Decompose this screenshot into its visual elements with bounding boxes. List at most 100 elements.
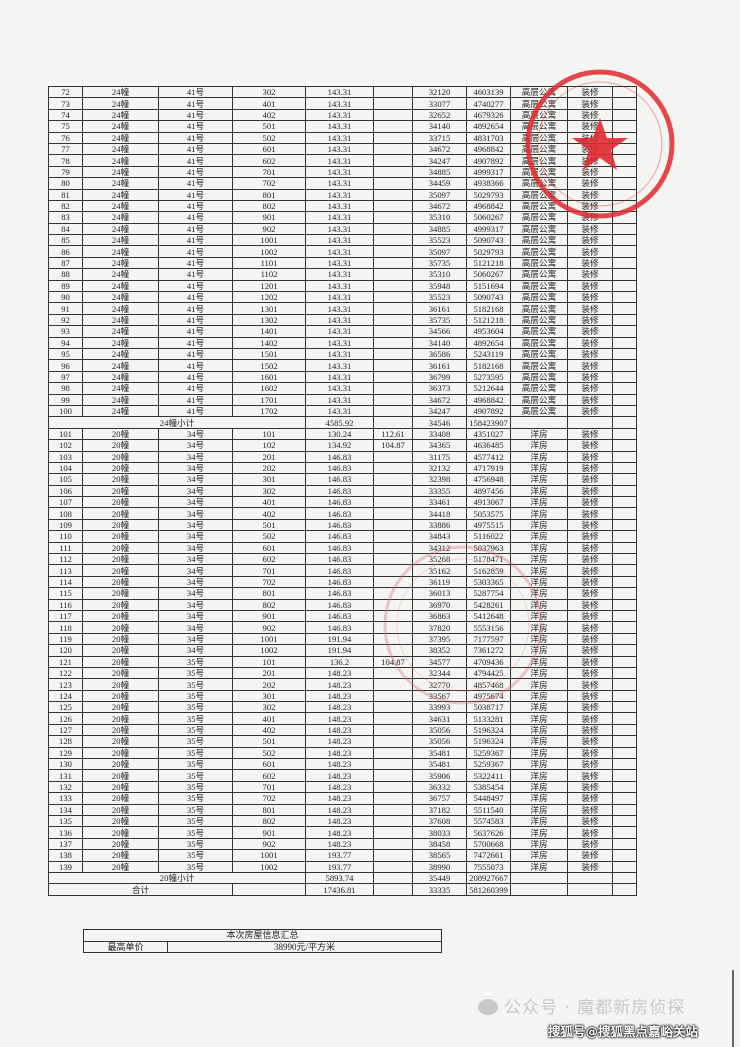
extra-area xyxy=(373,484,413,498)
total-price: 5428261 xyxy=(466,598,511,611)
total-price: 5038717 xyxy=(466,701,511,714)
decoration: 装修 xyxy=(567,85,613,99)
house-type: 洋房 xyxy=(510,769,568,782)
row-number: 124 xyxy=(48,689,83,703)
row-number: 104 xyxy=(48,461,83,475)
row-number: 111 xyxy=(48,541,83,555)
unit-price: 34672 xyxy=(412,199,467,213)
decoration xyxy=(567,871,613,885)
building: 24幢 xyxy=(82,211,159,224)
unit-price: 34566 xyxy=(412,325,467,338)
total-price: 7555073 xyxy=(466,860,511,873)
house-type: 高层公寓 xyxy=(510,336,568,350)
extra-area xyxy=(373,701,413,714)
house-type: 洋房 xyxy=(510,689,568,703)
house-type: 洋房 xyxy=(510,496,568,509)
total-price: 5162859 xyxy=(466,564,511,577)
remark xyxy=(612,746,637,760)
area: 143.31 xyxy=(305,165,374,179)
subtotal-unit-price: 34546 xyxy=(412,416,467,429)
remark xyxy=(612,518,637,532)
row-number: 115 xyxy=(48,587,83,600)
room: 702 xyxy=(232,575,306,589)
extra-area xyxy=(373,826,413,839)
building: 24幢 xyxy=(82,370,159,384)
table-row: 111 20幢 34号 601 146.83 34312 5037963 洋房 装修 xyxy=(48,541,637,555)
house-type: 洋房 xyxy=(510,860,568,873)
room: 1302 xyxy=(232,313,306,327)
row-number: 133 xyxy=(48,792,83,805)
decoration: 装修 xyxy=(567,803,613,817)
room: 402 xyxy=(232,507,306,520)
decoration: 装修 xyxy=(567,644,613,657)
remark xyxy=(612,860,637,873)
building: 24幢 xyxy=(82,97,159,110)
row-number: 91 xyxy=(48,302,83,315)
table-row: 102 20幢 34号 102 134.92 104.87 34365 4636485 洋房 装修 xyxy=(48,439,637,452)
total-price: 4907892 xyxy=(466,154,511,167)
decoration: 装修 xyxy=(567,291,613,304)
building: 20幢 xyxy=(82,655,159,668)
house-type: 高层公寓 xyxy=(510,131,568,144)
building: 24幢 xyxy=(82,108,159,122)
unit-price: 37608 xyxy=(412,814,467,828)
total-price: 4892654 xyxy=(466,120,511,133)
unit-price: 36799 xyxy=(412,370,467,384)
unit-price: 36586 xyxy=(412,347,467,361)
room: 1001 xyxy=(232,234,306,247)
building: 24幢 xyxy=(82,404,159,418)
building: 24幢 xyxy=(82,359,159,372)
total-price: 5060267 xyxy=(466,268,511,281)
unit: 34号 xyxy=(158,484,233,498)
area: 143.31 xyxy=(305,359,374,372)
unit-price: 36373 xyxy=(412,382,467,395)
remark xyxy=(612,723,637,737)
table-row: 117 20幢 34号 901 146.83 36863 5412648 洋房 装修 xyxy=(48,609,637,623)
decoration: 装修 xyxy=(567,541,613,555)
unit: 34号 xyxy=(158,473,233,486)
room: 502 xyxy=(232,530,306,543)
total-price: 4968842 xyxy=(466,142,511,156)
area: 143.31 xyxy=(305,336,374,350)
remark xyxy=(612,131,637,144)
row-number: 109 xyxy=(48,518,83,532)
decoration: 装修 xyxy=(567,222,613,236)
area: 146.83 xyxy=(305,484,374,498)
total-price: 4717919 xyxy=(466,461,511,475)
remark xyxy=(612,188,637,201)
unit-price: 35310 xyxy=(412,268,467,281)
room: 502 xyxy=(232,131,306,144)
table-row: 74 24幢 41号 402 143.31 32652 4679326 高层公寓 装修 xyxy=(48,108,637,122)
extra-area xyxy=(373,370,413,384)
house-type: 洋房 xyxy=(510,552,568,566)
extra-area xyxy=(373,177,413,190)
table-row: 139 20幢 35号 1002 193.77 38990 7555073 洋房 装修 xyxy=(48,860,637,873)
unit-price: 34672 xyxy=(412,393,467,406)
total-price: 5037963 xyxy=(466,541,511,555)
unit: 35号 xyxy=(158,814,233,828)
row-number: 139 xyxy=(48,860,83,873)
building: 20幢 xyxy=(82,644,159,657)
building: 20幢 xyxy=(82,769,159,782)
unit-price: 36757 xyxy=(412,792,467,805)
subtotal-row: 24幢小计 4585.92 34546 158423907 xyxy=(48,416,637,429)
unit-price: 34459 xyxy=(412,177,467,190)
total-price: 7361272 xyxy=(466,644,511,657)
extra-area xyxy=(373,575,413,589)
area: 146.83 xyxy=(305,496,374,509)
unit: 35号 xyxy=(158,780,233,794)
room: 1202 xyxy=(232,291,306,304)
area: 146.83 xyxy=(305,598,374,611)
row-number: 74 xyxy=(48,108,83,122)
house-type xyxy=(510,416,568,429)
remark xyxy=(612,530,637,543)
building: 20幢 xyxy=(82,632,159,646)
area: 148.23 xyxy=(305,814,374,828)
table-row: 96 24幢 41号 1502 143.31 36161 5182168 高层公寓 装修 xyxy=(48,359,637,372)
total-price: 5303365 xyxy=(466,575,511,589)
remark xyxy=(612,97,637,110)
table-row: 101 20幢 34号 101 130.24 112.61 33408 4351027 洋房 装修 xyxy=(48,427,637,441)
remark xyxy=(612,644,637,657)
table-row: 114 20幢 34号 702 146.83 36119 5303365 洋房 装修 xyxy=(48,575,637,589)
subtotal-area: 5893.74 xyxy=(305,871,374,885)
